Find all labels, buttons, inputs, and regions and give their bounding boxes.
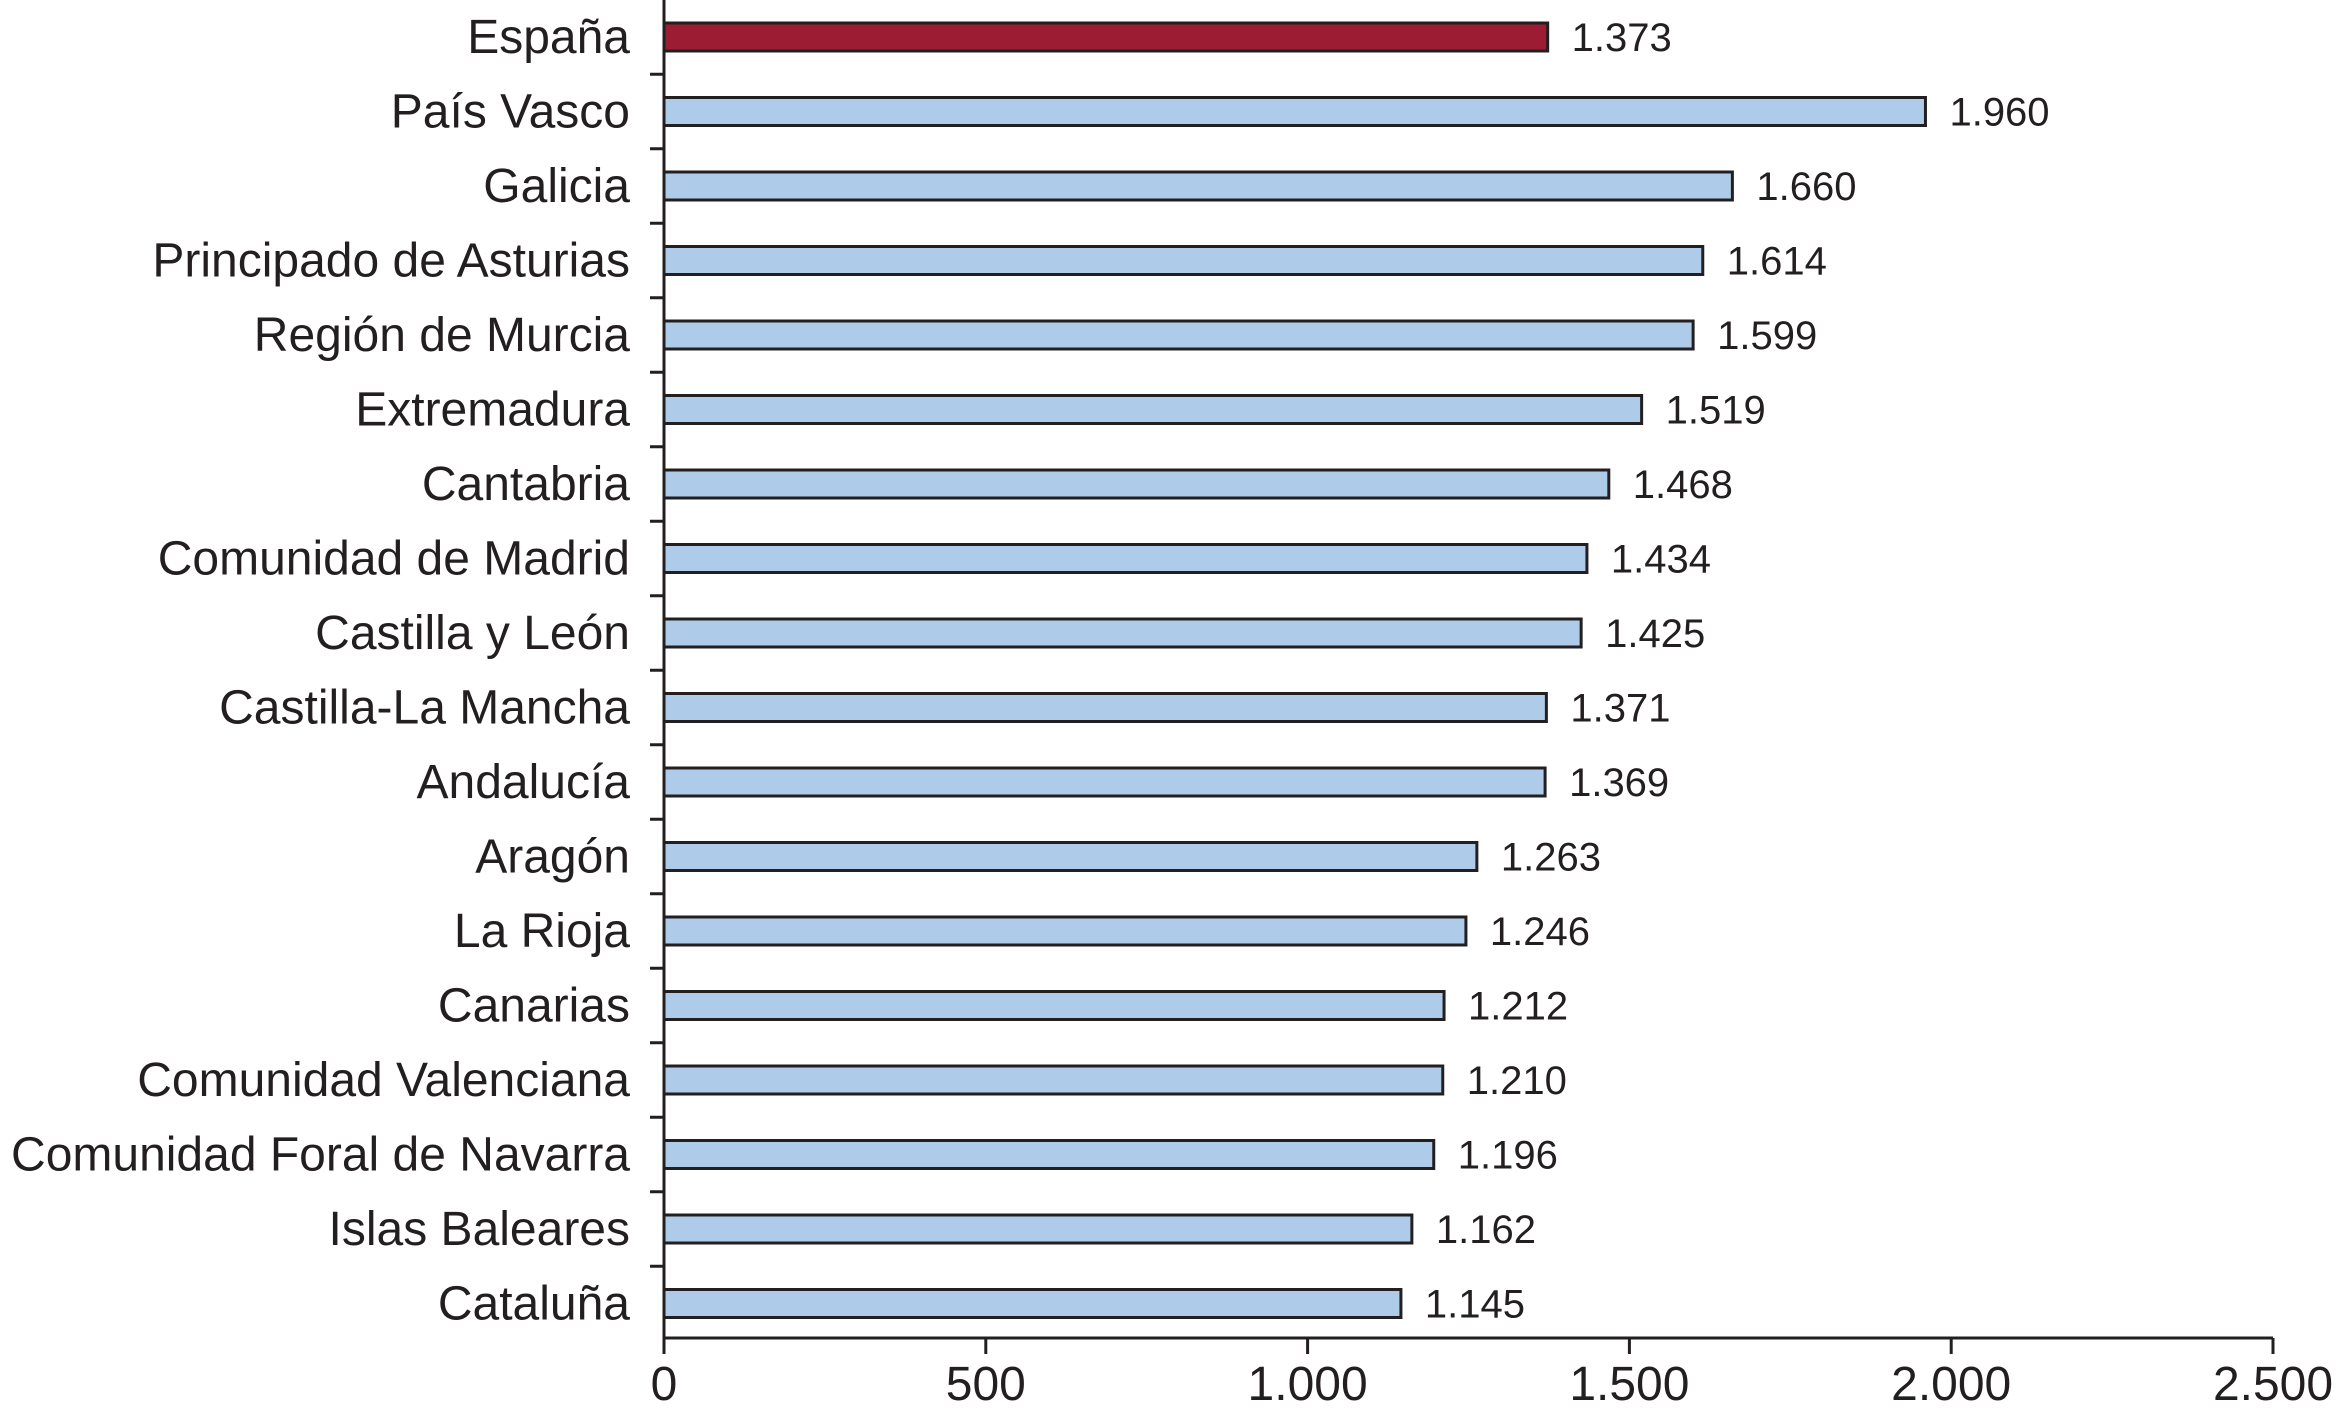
value-label: 1.468 (1633, 463, 1733, 507)
bar-3 (662, 245, 1705, 276)
category-label: Galicia (483, 160, 630, 213)
x-tick-label: 0 (651, 1358, 678, 1411)
category-label: Islas Baleares (329, 1203, 630, 1256)
bar-1 (662, 96, 1927, 127)
category-label: España (467, 11, 630, 64)
category-label: Comunidad Foral de Navarra (11, 1129, 630, 1182)
value-label: 1.212 (1468, 985, 1568, 1029)
value-labels-group: 1.373 1.960 1.660 1.614 1.599 1.519 1.468 1.434… (1425, 16, 2050, 1327)
bar-0 (662, 21, 1550, 53)
bar-17 (662, 1288, 1403, 1319)
category-label: Principado de Asturias (152, 235, 630, 288)
category-label: Aragón (475, 831, 630, 884)
value-label: 1.434 (1611, 538, 1711, 582)
x-tick-label: 500 (946, 1358, 1026, 1411)
category-label: Castilla-La Mancha (219, 682, 630, 735)
category-label: Andalucía (417, 756, 631, 809)
axes-group: 0 500 1.000 1.500 2.000 2.500 (650, 0, 2333, 1411)
bar-10 (662, 766, 1547, 798)
category-label: Castilla y León (315, 607, 630, 660)
bar-14 (662, 1064, 1445, 1096)
bar-4 (662, 319, 1695, 351)
value-label: 1.263 (1501, 836, 1601, 880)
value-label: 1.373 (1572, 16, 1672, 60)
category-label: Cataluña (438, 1278, 630, 1331)
bar-8 (662, 617, 1583, 649)
x-tick-label: 1.500 (1569, 1358, 1689, 1411)
bar-16 (662, 1213, 1414, 1245)
value-label: 1.660 (1756, 165, 1856, 209)
bars-group (662, 21, 1927, 1319)
category-label: Canarias (438, 980, 630, 1033)
category-label: Comunidad Valenciana (137, 1054, 630, 1107)
value-label: 1.196 (1458, 1134, 1558, 1178)
bar-7 (662, 543, 1589, 574)
bar-6 (662, 468, 1611, 500)
category-label: La Rioja (454, 905, 630, 958)
x-tick-label: 2.000 (1891, 1358, 2011, 1411)
category-labels-group: España País Vasco Galicia Principado de Ast… (11, 11, 630, 1331)
category-label: Región de Murcia (254, 309, 631, 362)
value-label: 1.599 (1717, 314, 1817, 358)
x-tick-label: 1.000 (1248, 1358, 1368, 1411)
bar-15 (662, 1139, 1436, 1170)
category-label: Cantabria (422, 458, 630, 511)
bar-5 (662, 394, 1644, 425)
category-label: Comunidad de Madrid (158, 533, 630, 586)
bar-11 (662, 841, 1479, 872)
bar-9 (662, 692, 1548, 723)
bar-2 (662, 170, 1734, 202)
category-label: País Vasco (391, 86, 630, 139)
value-label: 1.369 (1569, 761, 1669, 805)
value-label: 1.162 (1436, 1208, 1536, 1252)
value-label: 1.210 (1467, 1059, 1567, 1103)
value-label: 1.145 (1425, 1283, 1525, 1327)
bar-13 (662, 990, 1446, 1021)
value-label: 1.614 (1727, 240, 1827, 284)
category-label: Extremadura (355, 384, 630, 437)
x-tick-label: 2.500 (2213, 1358, 2333, 1411)
value-label: 1.246 (1490, 910, 1590, 954)
value-label: 1.425 (1605, 612, 1705, 656)
value-label: 1.371 (1570, 687, 1670, 731)
value-label: 1.960 (1949, 91, 2049, 135)
value-label: 1.519 (1666, 389, 1766, 433)
bar-12 (662, 915, 1468, 947)
